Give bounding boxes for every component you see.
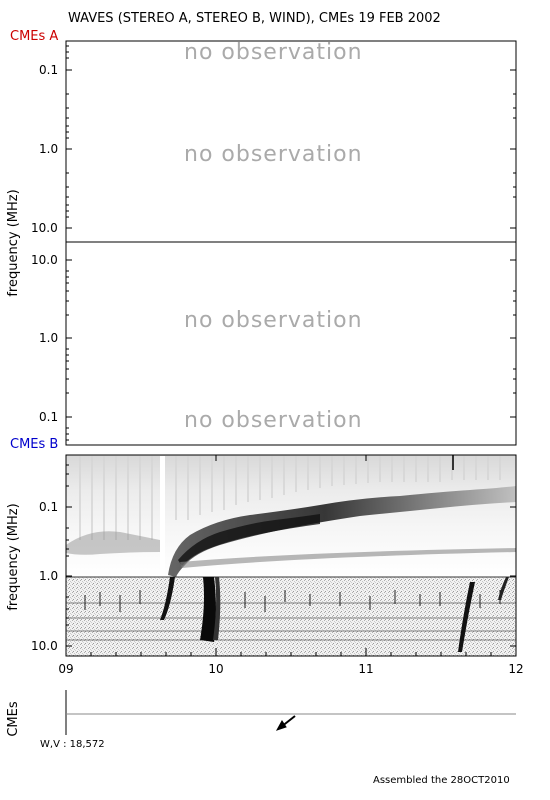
tick-a-0.1: 0.1 <box>39 63 58 77</box>
ticks-a <box>66 45 516 229</box>
ylabel-ab: frequency (MHz) <box>6 189 21 296</box>
stereo-b-panel: no observation no observation 10.0 1.0 0… <box>31 241 517 446</box>
wv-label: W,V : 18,572 <box>40 739 105 750</box>
cmes-b-label: CMEs B <box>10 437 58 452</box>
xtick-10: 10 <box>208 662 223 676</box>
tick-w-1.0: 1.0 <box>39 569 58 583</box>
tick-w-0.1: 0.1 <box>39 500 58 514</box>
burst-1 <box>160 577 175 620</box>
xtick-12: 12 <box>508 662 523 676</box>
cme-arrow <box>275 715 296 731</box>
cmes-panel: CMEs <box>6 690 516 737</box>
burst-3 <box>458 582 475 652</box>
figure-title: WAVES (STEREO A, STEREO B, WIND), CMEs 1… <box>68 11 441 26</box>
drift-band-core <box>178 514 320 566</box>
tick-b-1.0: 1.0 <box>39 331 58 345</box>
no-observation-a-2: no observation <box>184 142 363 167</box>
assembled-label: Assembled the 28OCT2010 <box>373 775 510 786</box>
wind-panel: 0.1 1.0 10.0 09 10 11 12 <box>31 454 524 676</box>
cmes-a-label: CMEs A <box>10 29 58 44</box>
burst-2 <box>200 577 216 642</box>
ylabel-wind: frequency (MHz) <box>6 503 21 610</box>
lower-streak <box>180 548 516 568</box>
no-observation-b-1: no observation <box>184 308 363 333</box>
early-band <box>66 531 160 555</box>
tick-w-10.0: 10.0 <box>31 639 58 653</box>
xtick-11: 11 <box>358 662 373 676</box>
no-observation-a-1: no observation <box>184 40 363 65</box>
no-observation-b-2: no observation <box>184 408 363 433</box>
tick-a-1.0: 1.0 <box>39 142 58 156</box>
horizontal-lines <box>66 602 516 641</box>
stereo-a-panel: no observation no observation 0.1 1.0 10… <box>31 40 517 243</box>
striations <box>79 456 501 540</box>
ylabel-cmes: CMEs <box>6 701 21 737</box>
xticks-w <box>65 455 517 656</box>
ticks-w <box>66 464 516 647</box>
tick-b-0.1: 0.1 <box>39 410 58 424</box>
drift-band <box>168 486 516 577</box>
data-gap <box>160 456 165 577</box>
xtick-09: 09 <box>58 662 73 676</box>
burst-4 <box>498 577 509 600</box>
tick-a-10.0: 10.0 <box>31 221 58 235</box>
wind-bg-low <box>66 577 516 656</box>
burst-2b <box>213 577 221 640</box>
ticks-b <box>66 259 516 441</box>
tick-b-10.0: 10.0 <box>31 253 58 267</box>
